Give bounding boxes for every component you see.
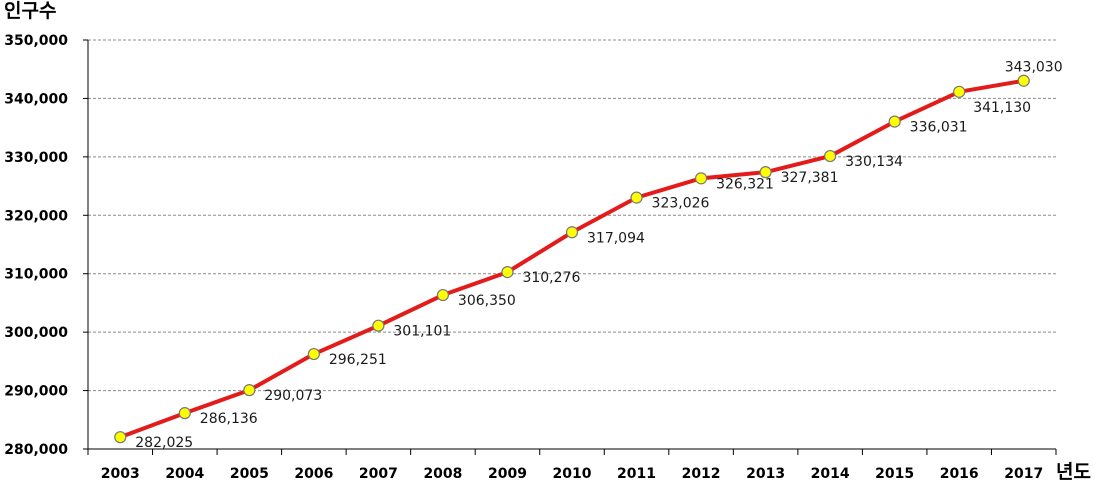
y-tick-label: 290,000 xyxy=(4,384,68,400)
data-point-marker xyxy=(888,115,901,128)
data-label: 343,030 xyxy=(1005,60,1063,76)
data-point-marker xyxy=(759,166,772,179)
x-axis-title: 년도 xyxy=(1056,461,1091,483)
x-tick-label: 2011 xyxy=(617,466,656,482)
data-point-marker xyxy=(436,288,450,302)
data-label: 282,025 xyxy=(135,435,193,451)
data-label: 301,101 xyxy=(393,324,451,340)
y-tick-label: 320,000 xyxy=(4,208,68,224)
x-tick-label: 2006 xyxy=(294,466,333,482)
data-label: 336,031 xyxy=(910,120,968,136)
data-markers xyxy=(114,74,1030,444)
y-tick-label: 340,000 xyxy=(4,91,68,107)
x-tick-label: 2010 xyxy=(553,466,592,482)
axes xyxy=(83,39,1057,455)
x-tick-label: 2009 xyxy=(488,466,527,482)
x-tick-label: 2017 xyxy=(1004,466,1043,482)
y-tick-labels: 280,000 290,000 300,000 310,000 320,000 330,0… xyxy=(4,33,68,458)
data-label: 306,350 xyxy=(458,293,516,309)
data-labels: 282,025 286,136 290,073 296,251 301,101 306,3… xyxy=(135,60,1062,451)
x-tick-label: 2008 xyxy=(423,466,462,482)
data-label: 296,251 xyxy=(329,352,387,368)
series-line-path xyxy=(118,78,1026,440)
data-point-marker xyxy=(501,266,514,279)
data-point-marker xyxy=(178,407,191,420)
data-point-marker xyxy=(630,191,643,204)
data-label: 286,136 xyxy=(200,411,258,427)
x-tick-label: 2013 xyxy=(746,466,785,482)
y-tick-label: 330,000 xyxy=(4,150,68,166)
x-tick-label: 2014 xyxy=(811,466,850,482)
data-label: 323,026 xyxy=(652,196,710,212)
data-point-marker xyxy=(372,319,385,332)
data-label: 317,094 xyxy=(587,230,645,246)
x-tick-label: 2004 xyxy=(165,466,204,482)
x-tick-labels: 2003 2004 2005 2006 2007 2008 2009 2010 2011 2012… xyxy=(101,466,1043,482)
data-point-marker xyxy=(1017,74,1030,87)
x-tick-label: 2012 xyxy=(682,466,721,482)
data-label: 310,276 xyxy=(522,270,580,286)
data-label: 326,321 xyxy=(716,176,774,192)
data-label: 341,130 xyxy=(973,100,1031,116)
data-point-marker xyxy=(114,431,127,444)
data-point-marker xyxy=(307,347,320,361)
y-tick-label: 280,000 xyxy=(4,442,68,458)
y-tick-label: 350,000 xyxy=(4,33,68,49)
x-tick-label: 2005 xyxy=(230,466,269,482)
y-tick-label: 300,000 xyxy=(4,325,68,341)
data-label: 290,073 xyxy=(264,388,322,404)
data-label: 327,381 xyxy=(781,170,839,186)
y-axis-title: 인구수 xyxy=(4,0,56,22)
gridlines xyxy=(88,39,1056,392)
x-tick-label: 2015 xyxy=(875,466,914,482)
x-tick-label: 2003 xyxy=(101,466,140,482)
data-point-marker xyxy=(565,226,579,239)
data-point-marker xyxy=(694,172,708,185)
data-point-marker xyxy=(243,384,256,397)
data-point-marker xyxy=(824,149,837,163)
x-tick-label: 2007 xyxy=(359,466,398,482)
data-point-marker xyxy=(953,85,966,98)
data-label: 330,134 xyxy=(845,154,903,170)
y-tick-label: 310,000 xyxy=(4,267,68,283)
x-tick-label: 2016 xyxy=(940,466,979,482)
series-line xyxy=(118,78,1026,440)
